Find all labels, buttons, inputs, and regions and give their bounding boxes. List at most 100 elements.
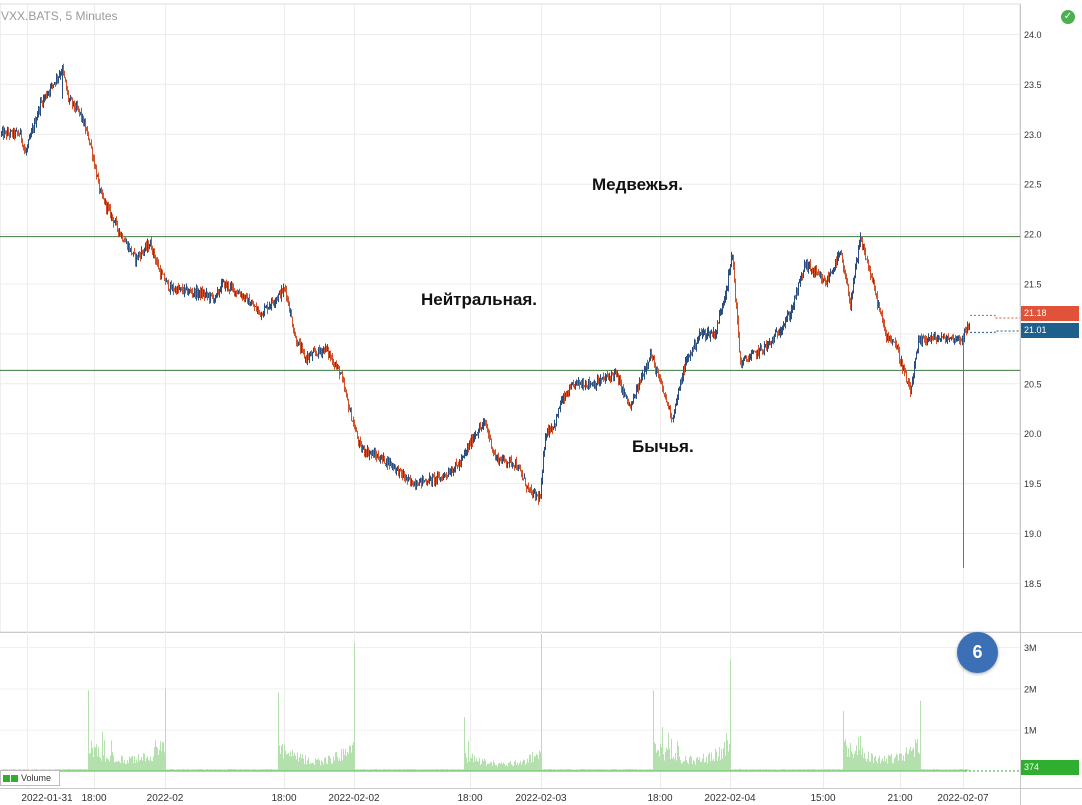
volume-bar [379,769,380,771]
volume-bar [685,756,686,771]
volume-bar [765,769,766,771]
volume-bar [929,769,930,771]
volume-bar [830,769,831,771]
step-badge[interactable]: 6 [957,632,998,673]
volume-bar [85,768,86,771]
volume-bar [498,763,499,771]
volume-bar [88,690,89,771]
volume-bar [745,769,746,771]
volume-bar [715,748,716,771]
volume-bar [613,769,614,771]
volume-bar [553,769,554,771]
volume-bar [920,700,921,771]
volume-bar [619,769,620,771]
volume-bar [646,769,647,771]
volume-bar [246,769,247,771]
volume-bar [133,763,134,771]
volume-bar [444,769,445,771]
volume-bar [326,763,327,771]
volume-bar [162,741,163,771]
volume-bar [143,753,144,771]
volume-bar [362,769,363,771]
volume-bar [200,769,201,771]
volume-bar [838,769,839,771]
volume-bar [191,769,192,771]
volume-bar [117,761,118,771]
volume-bar [95,747,96,771]
volume-bar [907,754,908,771]
volume-bar [631,769,632,771]
volume-bar [766,769,767,771]
volume-bar [903,755,904,771]
volume-bar [618,769,619,771]
volume-bar [647,769,648,771]
volume-bar [595,769,596,771]
volume-bar [450,769,451,771]
volume-bar [892,762,893,771]
volume-bar [574,769,575,771]
volume-bar [388,769,389,771]
volume-bar [701,762,702,771]
volume-bar [924,769,925,771]
volume-bar [564,769,565,771]
volume-bar [301,758,302,771]
volume-bar [281,745,282,771]
volume-bar [551,769,552,771]
volume-bar [493,760,494,771]
volume-bar [936,769,937,771]
volume-bar [828,769,829,771]
volume-bar [284,744,285,771]
volume-bar [435,769,436,771]
volume-bar [713,758,714,771]
volume-bar [389,769,390,771]
volume-bar [166,769,167,771]
volume-bar [579,769,580,771]
volume-bar [387,769,388,771]
volume-bar [353,742,354,771]
volume-bar [737,769,738,771]
volume-bar [106,757,107,771]
volume-bar [93,756,94,771]
volume-bar [274,769,275,771]
volume-bar [507,766,508,771]
volume-bar [968,769,969,771]
volume-bar [569,769,570,771]
volume-legend[interactable]: Volume [0,770,60,786]
volume-bar [863,757,864,771]
volume-bar [333,756,334,771]
volume-bar [440,769,441,771]
volume-bar [219,769,220,771]
volume-bar [121,755,122,771]
volume-bar [795,769,796,771]
volume-bar [809,769,810,771]
volume-bar [338,760,339,771]
check-circle-icon[interactable]: ✓ [1061,10,1075,24]
volume-bar [916,743,917,771]
volume-bar [750,769,751,771]
volume-bar [137,762,138,771]
volume-bar [560,769,561,771]
volume-bar [486,765,487,771]
volume-bar [411,769,412,771]
volume-bar [139,760,140,771]
volume-bar [428,769,429,771]
volume-bar [674,759,675,771]
volume-bar [642,769,643,771]
volume-bar [511,764,512,771]
volume-bar [811,769,812,771]
volume-bar [771,769,772,771]
volume-bar [857,754,858,771]
volume-bar [696,758,697,771]
volume-bar [275,769,276,771]
volume-bar [424,769,425,771]
volume-bar [946,769,947,771]
volume-bar [141,756,142,771]
volume-bar [855,750,856,771]
volume-bar [144,753,145,771]
volume-bar [759,769,760,771]
volume-bar [623,769,624,771]
volume-bar [529,754,530,771]
volume-bar [751,769,752,771]
